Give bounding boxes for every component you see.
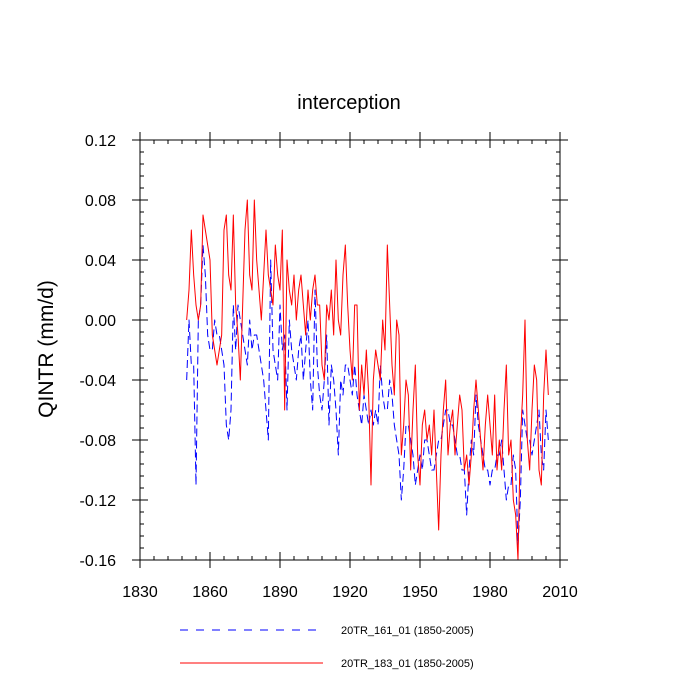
axis-ticks	[132, 132, 568, 568]
y-tick-label: -0.04	[80, 373, 117, 390]
x-tick-label: 1950	[402, 584, 438, 601]
x-tick-label: 1920	[332, 584, 368, 601]
y-tick-label: -0.08	[80, 433, 117, 450]
chart-title: interception	[297, 92, 400, 114]
series-line-2	[186, 199, 549, 561]
x-tick-label: 1860	[192, 584, 228, 601]
series-line-1	[186, 244, 549, 546]
x-tick-label: 1890	[262, 584, 298, 601]
legend: 20TR_161_01 (1850-2005) 20TR_183_01 (185…	[180, 625, 474, 670]
y-tick-label: -0.12	[80, 493, 117, 510]
x-tick-label: 1980	[472, 584, 508, 601]
x-tick-label: 1830	[122, 584, 158, 601]
y-axis-label: QINTR (mm/d)	[35, 280, 58, 418]
legend-label-series-2: 20TR_183_01 (1850-2005)	[341, 658, 474, 670]
plot-frame	[139, 139, 561, 561]
y-tick-label: 0.04	[85, 253, 116, 270]
y-tick-label: 0.00	[85, 313, 116, 330]
legend-label-series-1: 20TR_161_01 (1850-2005)	[341, 625, 474, 637]
y-tick-label: -0.16	[80, 553, 117, 570]
x-tick-labels: 1830 1860 1890 1920 1950 1980 2010	[122, 584, 578, 601]
y-tick-labels: 0.12 0.08 0.04 0.00 -0.04 -0.08 -0.12 -0.16	[80, 133, 117, 570]
y-tick-label: 0.12	[85, 133, 116, 150]
y-tick-label: 0.08	[85, 193, 116, 210]
series-lines	[186, 199, 549, 561]
x-tick-label: 2010	[542, 584, 578, 601]
